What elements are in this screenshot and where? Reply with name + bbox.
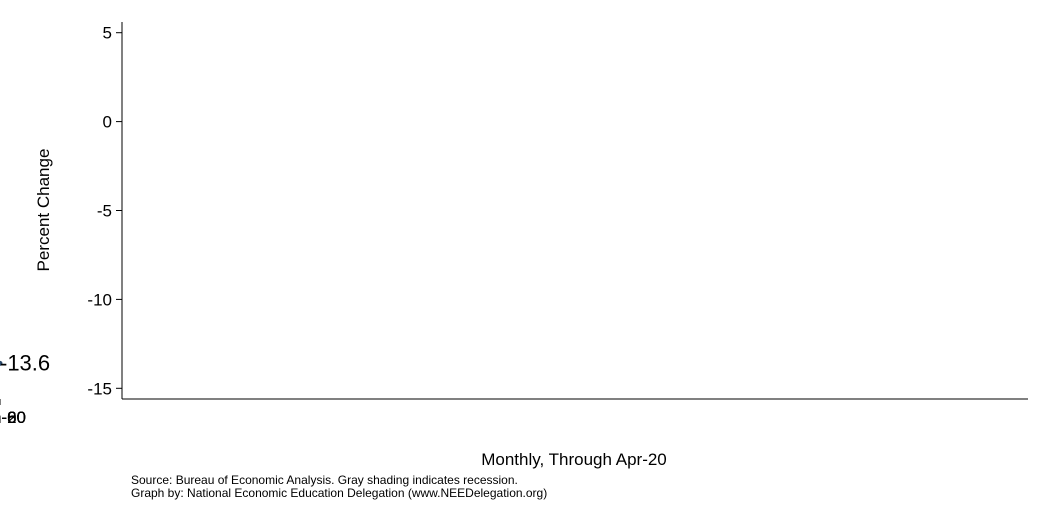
x-ticks-layer: Jan-60Jan-80Jan-00Jan-20 (0, 399, 26, 427)
x-tick-label: Jan-20 (0, 408, 26, 427)
y-tick-label: -15 (87, 379, 112, 398)
y-tick-label: -5 (97, 202, 112, 221)
x-tick-label: Jan-80 (0, 408, 26, 427)
y-axis-title: Percent Change (34, 149, 53, 272)
end-value-label: -13.6 (0, 350, 50, 375)
x-tick-label: Jan-00 (0, 408, 26, 427)
x-axis-title: Monthly, Through Apr-20 (481, 450, 667, 469)
axes-layer (121, 22, 1028, 400)
y-tick-label: 5 (103, 24, 112, 43)
source-note: Source: Bureau of Economic Analysis. Gra… (131, 473, 518, 487)
credit-note: Graph by: National Economic Education De… (131, 486, 547, 500)
end-point-marker (0, 360, 3, 366)
y-ticks-layer: 5 0 -5 -10 -15 (87, 24, 122, 398)
y-tick-label: -10 (87, 290, 112, 309)
y-tick-label: 0 (103, 113, 112, 132)
x-tick-label: Jan-60 (0, 408, 26, 427)
annotations-layer: -13.6 (0, 350, 50, 375)
